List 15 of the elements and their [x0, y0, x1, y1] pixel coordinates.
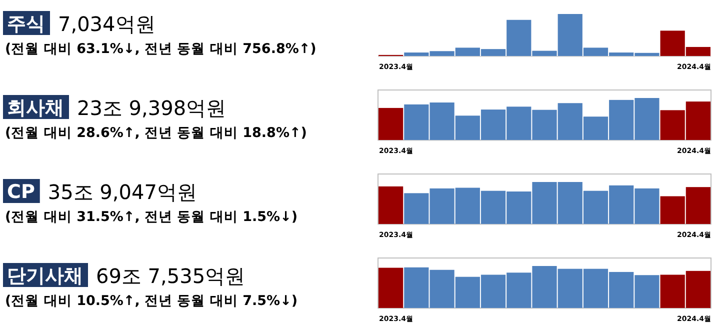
- text: 회사채: [7, 97, 64, 119]
- text: CP: [7, 181, 35, 203]
- text: 7,034억원: [58, 12, 156, 36]
- text: 35조 9,047억원: [48, 180, 197, 204]
- text: (전월 대비 63.1%↓, 전년 동월 대비 756.8%↑): [5, 41, 316, 57]
- text: (전월 대비 31.5%↑, 전년 동월 대비 1.5%↓): [5, 209, 298, 225]
- text: 주식: [7, 13, 45, 35]
- text: 69조 7,535억원: [96, 264, 246, 288]
- bar: [378, 268, 404, 308]
- bar: [378, 186, 404, 224]
- text: (전월 대비 10.5%↑, 전년 동월 대비 7.5%↓): [5, 293, 298, 309]
- bar: [378, 108, 404, 140]
- text: 단기사채: [7, 265, 83, 287]
- text: (전월 대비 28.6%↑, 전년 동월 대비 18.8%↑): [5, 125, 307, 141]
- text: 23조 9,398억원: [77, 96, 226, 120]
